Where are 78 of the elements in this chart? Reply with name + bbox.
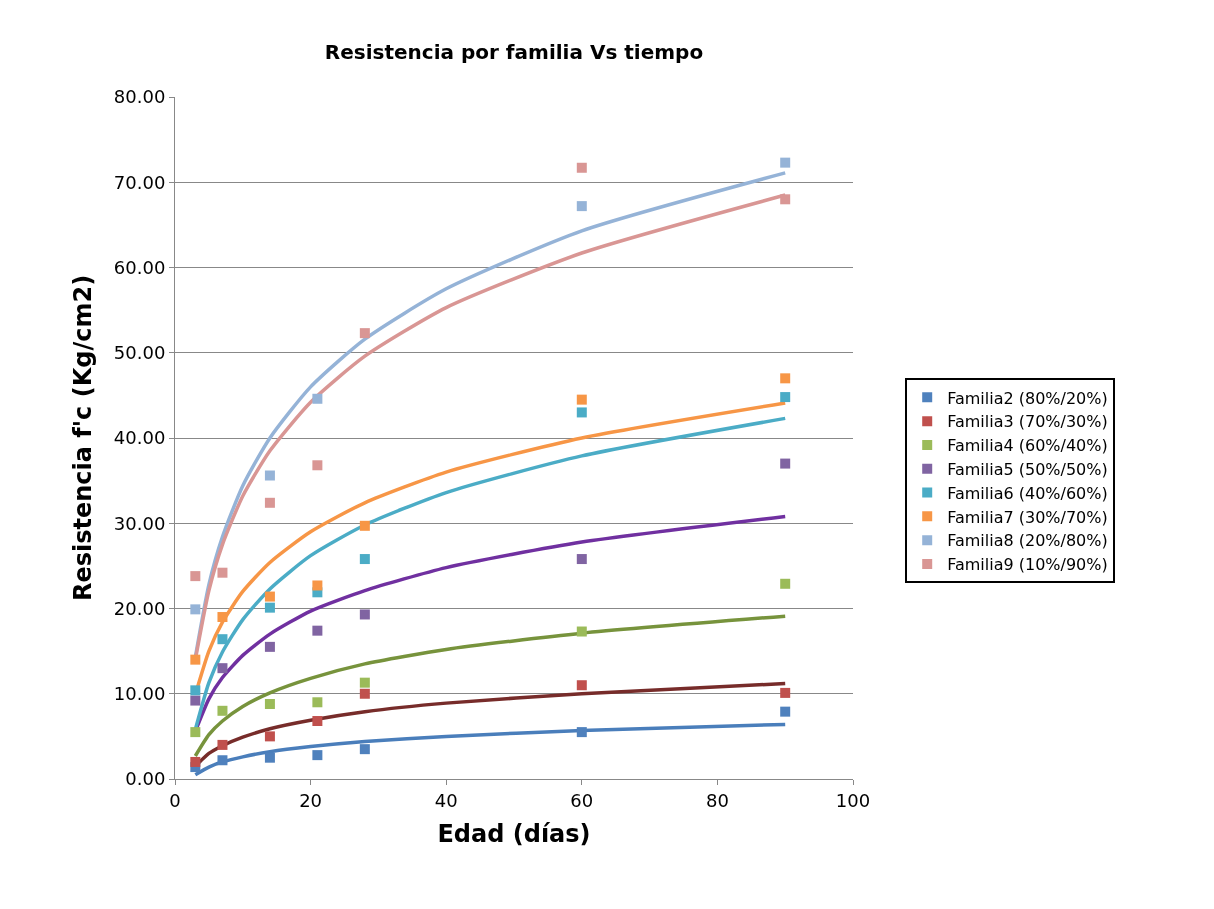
point [264,470,275,481]
point [312,460,323,471]
point [359,554,370,565]
chart-title: Resistencia por familia Vs tiempo [324,40,704,65]
point [359,744,370,755]
point [312,750,323,761]
y-tick-label: 40.00 [113,427,166,449]
point [264,591,275,602]
x-tick-label: 0 [169,789,181,811]
y-tick-label: 50.00 [113,342,166,364]
x-axis-title: Edad (días) [437,819,591,848]
point [359,328,370,339]
point [264,731,275,742]
point [576,626,587,637]
point [312,697,323,708]
y-tick-label: 0.00 [125,768,166,790]
point [190,695,201,706]
y-tick-label: 60.00 [113,256,166,278]
point [217,739,228,750]
y-tick-label: 70.00 [113,171,166,193]
legend-label: Familia7 (30%/70%) [947,507,1108,527]
point [576,162,587,173]
y-tick-label: 80.00 [113,86,166,108]
x-tick-label: 100 [835,789,871,811]
point [190,685,201,696]
point [217,755,228,766]
point [264,497,275,508]
x-tick-label: 40 [434,789,458,811]
point [190,654,201,665]
point [576,201,587,212]
legend-label: Familia3 (70%/30%) [947,412,1108,432]
legend-label: Familia9 (10%/90%) [947,555,1108,575]
y-axis-title: Resistencia f'c (Kg/cm2) [68,274,97,602]
point [780,458,791,469]
y-tick-label: 20.00 [113,597,166,619]
point [190,756,201,767]
y-tick-label: 30.00 [113,512,166,534]
point [359,609,370,620]
point [780,157,791,168]
point [780,373,791,384]
legend-label: Familia4 (60%/40%) [947,436,1108,456]
point [312,625,323,636]
point [217,705,228,716]
legend-label: Familia8 (20%/80%) [947,531,1108,551]
point [312,580,323,591]
point [190,571,201,582]
x-tick-label: 20 [299,789,323,811]
legend-label: Familia6 (40%/60%) [947,483,1108,503]
point [264,698,275,709]
point [780,706,791,717]
point [780,578,791,589]
point [576,394,587,405]
point [264,602,275,613]
point [217,612,228,623]
point [312,393,323,404]
point [780,194,791,205]
point [359,677,370,688]
point [359,688,370,699]
point [217,663,228,674]
point [190,727,201,738]
point [217,567,228,578]
point [576,727,587,738]
legend-label: Familia5 (50%/50%) [947,460,1108,480]
point [576,407,587,418]
point [190,604,201,615]
x-tick-label: 60 [570,789,594,811]
point [576,680,587,691]
y-tick-label: 10.00 [113,683,166,705]
point [217,634,228,645]
point [312,716,323,727]
x-tick-label: 80 [705,789,729,811]
point [780,392,791,403]
point [780,687,791,698]
point [576,554,587,565]
legend-label: Familia2 (80%/20%) [947,388,1108,408]
point [264,641,275,652]
point [359,520,370,531]
point [264,752,275,763]
